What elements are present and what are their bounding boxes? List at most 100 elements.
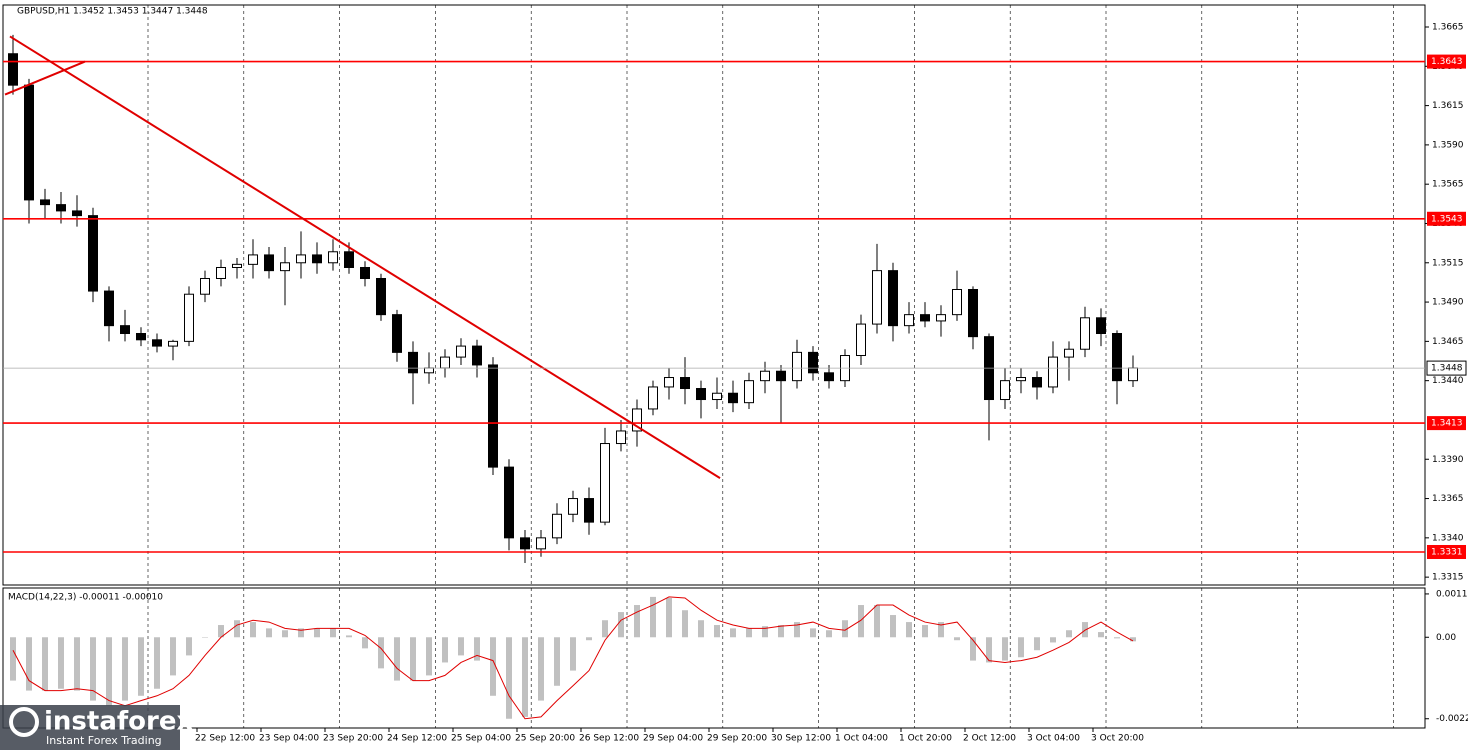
- macd-bar: [714, 625, 720, 638]
- candle-body: [808, 351, 818, 374]
- macd-bar: [938, 622, 944, 638]
- macd-bar: [138, 637, 144, 696]
- macd-bar: [586, 637, 592, 641]
- candle-body: [344, 251, 354, 268]
- candle-body: [456, 345, 466, 358]
- candle-body: [232, 263, 242, 268]
- candle-body: [920, 314, 930, 322]
- macd-bar: [362, 637, 368, 649]
- macd-bar: [762, 626, 768, 638]
- y-tick-label: 1.3565: [1432, 180, 1464, 190]
- macd-y-tick-label: 0.00117: [1436, 589, 1468, 599]
- level-label: 1.3413: [1431, 419, 1463, 429]
- macd-bar: [730, 628, 736, 638]
- candle-body: [536, 537, 546, 550]
- candle-body: [136, 333, 146, 341]
- candle-body: [312, 254, 322, 264]
- macd-bar: [90, 637, 96, 701]
- level-label: 1.3643: [1431, 57, 1463, 67]
- macd-bar: [858, 605, 864, 638]
- macd-bar: [538, 637, 544, 701]
- macd-bar: [698, 620, 704, 638]
- macd-bar: [602, 620, 608, 638]
- macd-bar: [266, 628, 272, 638]
- candle-body: [696, 388, 706, 401]
- y-tick-label: 1.3490: [1432, 298, 1464, 308]
- candle-body: [152, 339, 162, 347]
- macd-bar: [570, 637, 576, 671]
- candle-body: [568, 498, 578, 515]
- logo-tagline: Instant Forex Trading: [46, 734, 162, 747]
- x-tick-label: 23 Sep 20:00: [323, 734, 383, 744]
- macd-y-tick-label: -0.00220: [1436, 714, 1468, 724]
- macd-bar: [458, 637, 464, 656]
- y-tick-label: 1.3440: [1432, 376, 1464, 386]
- x-tick-label: 30 Sep 12:00: [771, 734, 831, 744]
- x-tick-label: 1 Oct 20:00: [899, 734, 952, 744]
- x-tick-label: 24 Sep 12:00: [387, 734, 447, 744]
- level-label-bg: [1427, 54, 1466, 69]
- candle-body: [8, 53, 18, 86]
- candle-body: [760, 370, 770, 382]
- macd-bar: [1098, 632, 1104, 638]
- macd-bar: [1002, 637, 1008, 661]
- x-tick-label: 23 Sep 04:00: [259, 734, 319, 744]
- macd-bar: [1050, 637, 1056, 643]
- y-tick-label: 1.3365: [1432, 494, 1464, 504]
- candle-body: [648, 386, 658, 410]
- macd-bar: [490, 637, 496, 696]
- candle-body: [872, 270, 882, 325]
- candle-body: [248, 254, 258, 265]
- level-label-bg: [1427, 211, 1466, 226]
- x-tick-label: 25 Sep 20:00: [515, 734, 575, 744]
- candle-body: [600, 443, 610, 523]
- macd-bar: [426, 637, 432, 676]
- candle-body: [904, 314, 914, 327]
- candle-body: [728, 392, 738, 404]
- macd-bar: [842, 620, 848, 638]
- logo-brand: instaforex: [44, 707, 194, 737]
- level-label: 1.3331: [1431, 547, 1463, 557]
- macd-bar: [1034, 637, 1040, 651]
- macd-bar: [826, 630, 832, 638]
- candle-body: [1064, 348, 1074, 358]
- macd-bar: [298, 628, 304, 638]
- macd-title: MACD(14,22,3) -0.00011 -0.00010: [8, 593, 163, 603]
- macd-bar: [666, 598, 672, 638]
- macd-bar: [10, 637, 16, 681]
- y-tick-label: 1.3665: [1432, 23, 1464, 33]
- macd-bar: [346, 635, 352, 638]
- candle-body: [104, 290, 114, 327]
- candle-body: [40, 199, 50, 206]
- candle-body: [968, 288, 978, 338]
- macd-bar: [810, 628, 816, 638]
- macd-bar: [954, 637, 960, 641]
- macd-bar: [794, 622, 800, 638]
- y-tick-label: 1.3590: [1432, 140, 1464, 150]
- macd-bar: [218, 625, 224, 638]
- candle-body: [680, 377, 690, 390]
- macd-bar: [634, 605, 640, 638]
- macd-bar: [314, 628, 320, 638]
- candle-body: [200, 277, 210, 295]
- x-tick-label: 29 Sep 20:00: [707, 734, 767, 744]
- candle-body: [1080, 317, 1090, 350]
- macd-bar: [234, 620, 240, 638]
- macd-bar: [522, 637, 528, 717]
- macd-bar: [874, 605, 880, 638]
- x-tick-label: 25 Sep 04:00: [451, 734, 511, 744]
- x-tick-label: 1 Oct 04:00: [835, 734, 888, 744]
- candle-body: [936, 314, 946, 322]
- candle-body: [88, 215, 98, 292]
- macd-bar: [378, 637, 384, 669]
- macd-bar: [746, 628, 752, 638]
- macd-bar: [778, 625, 784, 638]
- trendline: [9, 35, 721, 479]
- macd-bar: [1066, 630, 1072, 638]
- candle-body: [520, 537, 530, 550]
- candle-body: [1032, 377, 1042, 388]
- candle-body: [120, 325, 130, 335]
- candle-body: [1112, 333, 1122, 382]
- y-tick-label: 1.3340: [1432, 533, 1464, 543]
